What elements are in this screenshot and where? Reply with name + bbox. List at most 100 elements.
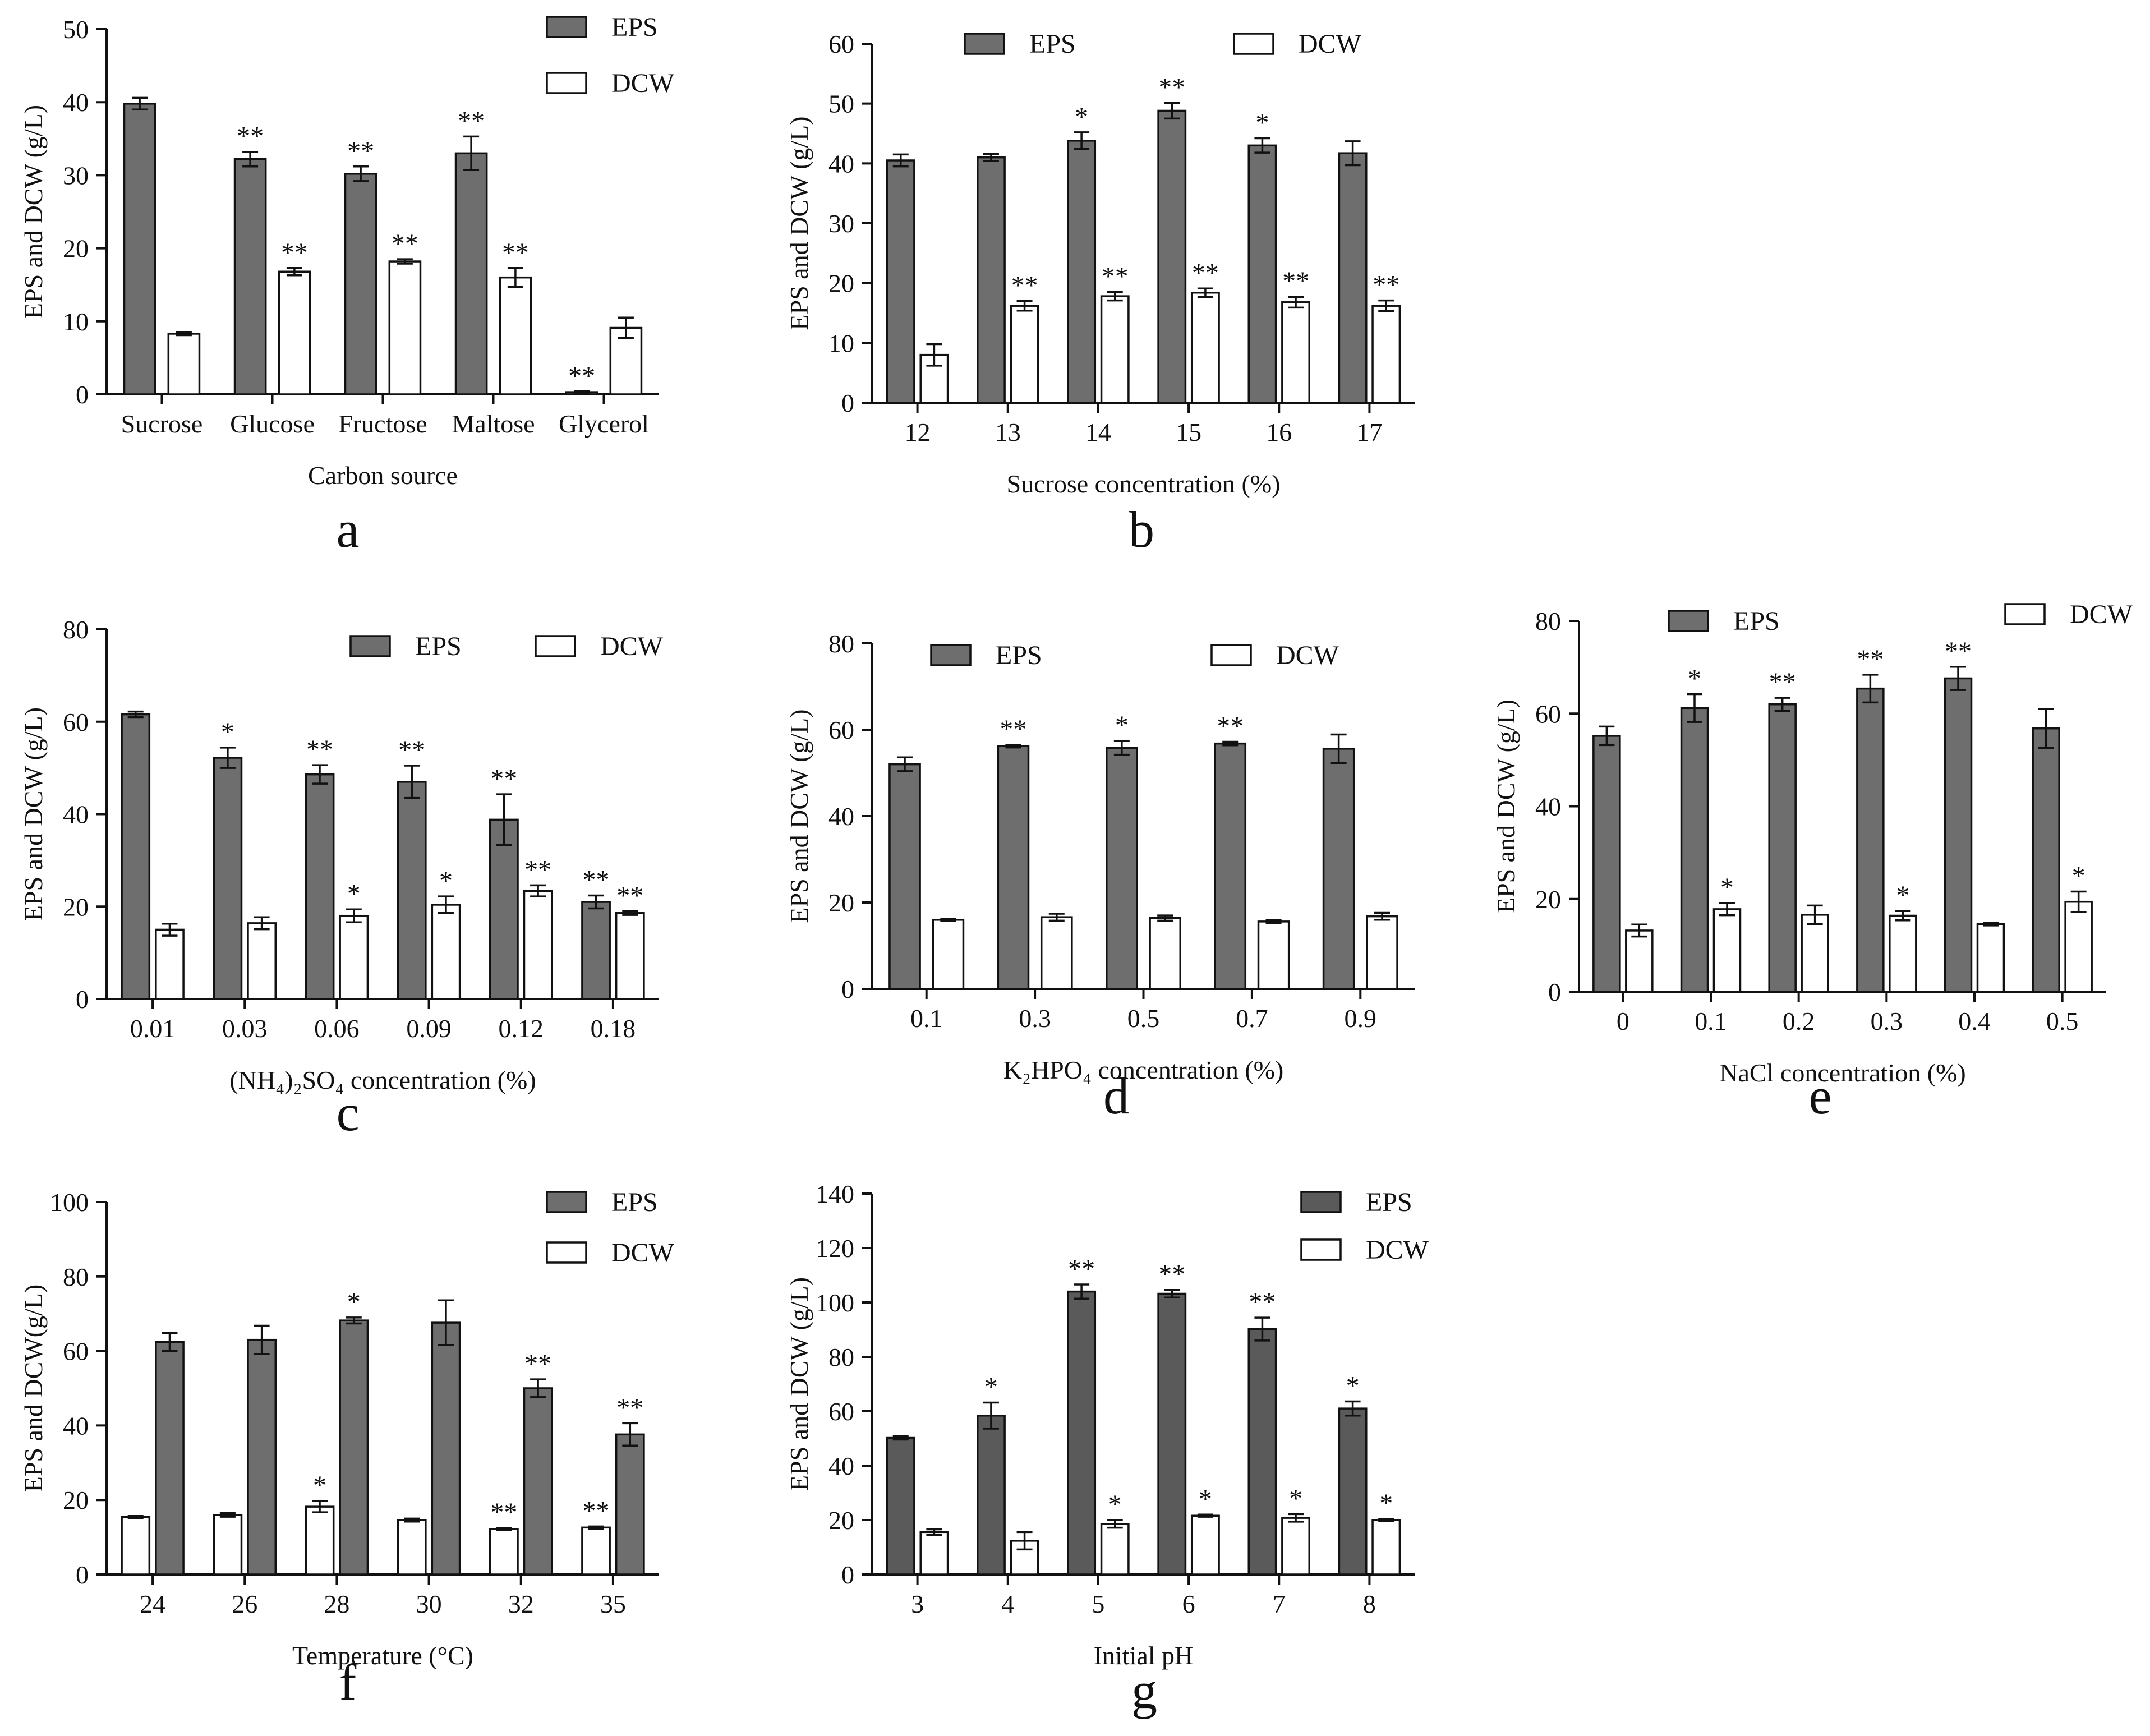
y-tick-label: 20 (1535, 885, 1561, 914)
legend-swatch-eps (546, 16, 587, 38)
bar-dcw (489, 1528, 519, 1576)
x-tick-label: 28 (324, 1590, 349, 1618)
x-tick-label: 5 (1092, 1590, 1104, 1618)
bar-dcw (397, 1519, 427, 1576)
x-tick-label: 0.3 (1871, 1007, 1903, 1035)
y-tick-label: 40 (63, 88, 89, 117)
x-tick-label: 0.5 (2046, 1007, 2079, 1035)
bar-dcw (431, 904, 461, 1000)
bar-dcw (2064, 900, 2093, 993)
significance-mark: ** (1249, 1287, 1276, 1317)
bar-dcw (615, 912, 645, 1000)
y-tick-label: 10 (828, 329, 854, 357)
bar-eps (1247, 1328, 1277, 1576)
y-tick-label: 60 (828, 716, 854, 744)
significance-mark: * (439, 866, 453, 896)
y-tick-label: 60 (63, 1337, 89, 1366)
bar-dcw (581, 1526, 611, 1576)
y-tick-label: 80 (63, 615, 89, 644)
x-tick-label: 0.4 (1958, 1007, 1991, 1035)
x-tick-label: 0.7 (1236, 1004, 1268, 1033)
y-tick-label: 0 (76, 985, 89, 1014)
x-tick-label: 0.2 (1783, 1007, 1815, 1035)
bar-dcw (932, 919, 965, 990)
significance-mark: * (1255, 108, 1269, 138)
chart-panel-g: 0 20 40 60 80 100 120 140 EPS and DCW (g/L) Initi… (785, 1180, 1429, 1719)
y-tick-label: 20 (828, 1506, 854, 1535)
significance-mark: ** (1373, 270, 1399, 300)
bar-eps (431, 1321, 461, 1576)
y-tick-label: 20 (828, 888, 854, 917)
y-tick-label: 40 (828, 149, 854, 178)
bar-dcw (1371, 1519, 1401, 1576)
significance-mark: ** (1192, 258, 1219, 288)
x-tick-label: 0.03 (222, 1014, 268, 1043)
x-axis-title: NaCl concentration (%) (1719, 1058, 1965, 1087)
legend-swatch-eps (1300, 1191, 1342, 1213)
significance-mark: * (1075, 102, 1088, 132)
bar-dcw (499, 276, 532, 395)
bar-dcw (1149, 917, 1182, 990)
legend-swatch-dcw (535, 635, 576, 657)
y-axis-title: EPS and DCW (g/L) (785, 116, 813, 330)
bar-dcw (1712, 908, 1742, 993)
bar-eps (1157, 1292, 1187, 1576)
significance-mark: ** (568, 361, 595, 391)
significance-mark: ** (616, 1393, 643, 1422)
x-tick-label: 0.1 (1695, 1007, 1727, 1035)
x-axis-title: (NH₄)₂SO₄ concentration (%) (229, 1066, 536, 1094)
bar-dcw (1281, 1517, 1310, 1576)
y-tick-label: 40 (63, 1411, 89, 1440)
legend-label-dcw: DCW (611, 68, 675, 98)
bar-eps (213, 757, 243, 1000)
significance-mark: * (1108, 1490, 1122, 1519)
bar-eps (1067, 140, 1097, 404)
y-tick-label: 10 (63, 307, 89, 336)
significance-mark: * (1720, 873, 1734, 902)
x-axis-title: Sucrose concentration (%) (1007, 469, 1281, 498)
bar-eps (523, 1387, 553, 1576)
bar-eps (581, 901, 611, 1000)
x-tick-label: 17 (1356, 418, 1382, 446)
bar-eps (1592, 735, 1621, 993)
significance-mark: ** (458, 106, 485, 136)
y-tick-label: 40 (63, 800, 89, 829)
bar-eps (1856, 687, 1885, 993)
legend-swatch-dcw (546, 1241, 587, 1264)
significance-mark: ** (1769, 667, 1796, 697)
x-tick-label: Glucose (230, 409, 315, 438)
legend-label-eps: EPS (611, 12, 658, 42)
x-tick-label: 6 (1182, 1590, 1195, 1618)
x-tick-label: 0.18 (591, 1014, 636, 1043)
bar-dcw (121, 1516, 151, 1576)
legend-swatch-dcw (546, 72, 587, 94)
significance-mark: ** (1945, 637, 1972, 666)
bar-eps (2032, 727, 2060, 993)
legend-label-dcw: DCW (1299, 29, 1362, 59)
chart-panel-d: 0 20 40 60 80 EPS and DCW (g/L) K₂HPO₄ concent… (785, 629, 1415, 1125)
significance-mark: ** (502, 238, 529, 268)
significance-mark: ** (616, 881, 643, 910)
significance-mark: ** (1102, 262, 1129, 292)
bar-eps (615, 1433, 645, 1576)
y-tick-label: 50 (828, 90, 854, 118)
bar-eps (454, 152, 488, 395)
bar-eps (1680, 707, 1709, 993)
significance-mark: ** (1282, 266, 1309, 296)
panel-label: c (337, 1084, 360, 1141)
panel-label: g (1131, 1662, 1157, 1719)
legend-label-eps: EPS (1029, 29, 1076, 59)
y-tick-label: 0 (76, 1560, 89, 1589)
panel-label: a (337, 501, 360, 558)
significance-mark: ** (392, 229, 418, 259)
panel-label: b (1129, 501, 1154, 558)
x-tick-label: Maltose (452, 409, 535, 438)
y-axis-title: EPS and DCW(g/L) (19, 1284, 48, 1493)
bar-eps (155, 1341, 185, 1576)
legend-swatch-eps (930, 644, 972, 666)
bar-eps (997, 745, 1030, 990)
significance-mark: ** (490, 1498, 517, 1527)
y-tick-label: 20 (63, 1486, 89, 1514)
bar-eps (1105, 747, 1138, 990)
significance-mark: * (347, 879, 361, 909)
